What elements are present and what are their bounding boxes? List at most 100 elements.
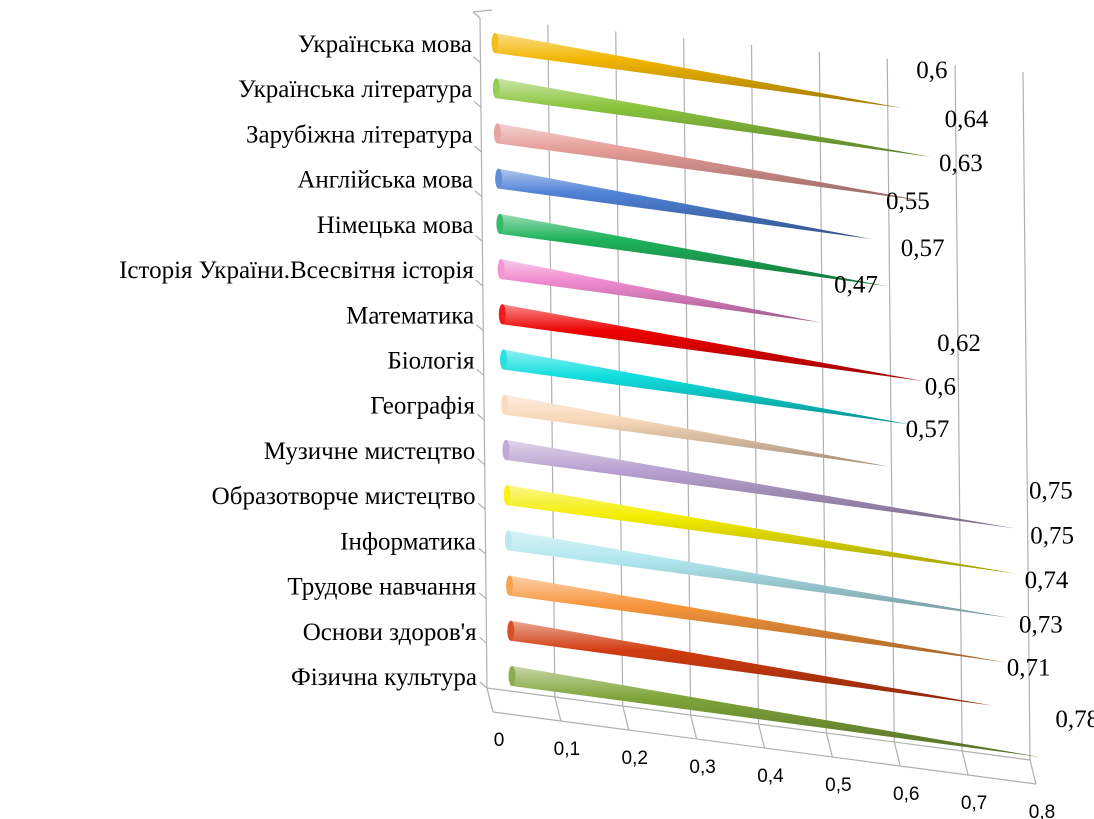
cone-base: [500, 349, 507, 370]
category-label: Математика: [346, 302, 474, 329]
category-depth-tick: [478, 592, 487, 600]
category-label: Німецька мова: [317, 212, 474, 239]
cone-series: [491, 33, 1042, 758]
value-label: 0,75: [1030, 523, 1074, 550]
category-depth-tick: [478, 547, 486, 555]
category-label: Інформатика: [340, 528, 476, 555]
x-tick-label: 0,2: [622, 748, 648, 769]
x-tick-label: 0,7: [961, 793, 987, 814]
value-label: 0,57: [906, 416, 950, 443]
wall-top-corner: [472, 9, 493, 13]
cone-bar: [503, 349, 911, 425]
cone-bar: [507, 485, 1017, 574]
category-depth-tick: [474, 145, 482, 153]
floor-tick: [825, 732, 833, 758]
category-depth-tick: [476, 368, 485, 376]
cone-bar: [508, 530, 1011, 618]
category-label: Фізична культура: [291, 664, 477, 691]
category-label: Українська література: [238, 76, 472, 103]
category-label: Образотворче мистецтво: [212, 483, 476, 510]
cone-bar: [504, 394, 892, 468]
floor-tick: [486, 687, 494, 713]
category-label: Зарубіжна література: [246, 121, 473, 148]
category-depth-tick: [477, 502, 486, 510]
cone-base: [507, 620, 515, 641]
cone-bar: [501, 259, 821, 323]
cone-base: [492, 78, 500, 99]
cone-bar: [498, 168, 872, 240]
cone-base: [501, 394, 509, 415]
value-label: 0,78: [1055, 706, 1094, 733]
gridline: [886, 58, 895, 743]
cone-bar: [496, 78, 931, 157]
cone-bar: [512, 666, 1042, 758]
category-depth-tick: [476, 413, 485, 421]
cone-bar: [509, 575, 1006, 663]
value-label: 0,74: [1025, 567, 1069, 594]
floor-back-edge: [486, 687, 1031, 761]
category-label: Англійська мова: [297, 167, 473, 194]
cone-bar: [497, 123, 926, 202]
value-label: 0,75: [1029, 477, 1073, 504]
value-label: 0,55: [886, 188, 930, 215]
gridline: [818, 51, 827, 734]
x-tick-label: 0,1: [554, 739, 580, 760]
floor-tick: [1029, 759, 1037, 785]
cone-base: [508, 666, 516, 686]
floor-tick: [757, 723, 766, 749]
cone-bar: [505, 439, 1015, 529]
x-tick-label: 0,6: [893, 784, 919, 805]
category-label: Історія України.Всесвітня історія: [119, 257, 474, 284]
category-depth-tick: [475, 324, 484, 332]
value-label: 0,47: [834, 271, 878, 298]
value-label: 0,57: [901, 235, 945, 262]
category-depth-tick: [474, 190, 483, 198]
category-label: Біологія: [387, 348, 475, 375]
gridline: [683, 38, 692, 716]
value-label: 0,6: [916, 57, 947, 84]
cone-base: [498, 304, 506, 325]
gridline: [1022, 71, 1031, 761]
category-depth-tick: [479, 681, 488, 689]
floor-tick: [690, 714, 698, 740]
value-label: 0,71: [1007, 655, 1051, 682]
gridline: [954, 65, 963, 752]
cone-base: [502, 439, 510, 460]
cone-base: [495, 168, 503, 189]
cone-base: [497, 259, 505, 280]
category-labels: Українська мова Українська література Зару…: [119, 31, 477, 691]
x-tick-label: 0,4: [757, 766, 784, 787]
floor-front-edge: [492, 711, 1037, 785]
value-labels: 0,6 0,64 0,63 0,55 0,57 0,47 0,62 0,6 0,57 0,75 0,…: [834, 57, 1094, 733]
cone-bar: [499, 213, 887, 287]
value-label: 0,64: [945, 106, 989, 133]
gridline: [750, 44, 760, 725]
floor-tick: [554, 696, 562, 722]
value-label: 0,73: [1019, 611, 1063, 638]
x-tick-label: 0,8: [1029, 802, 1055, 819]
x-axis-tick-labels: 0 0,1 0,2 0,3 0,4 0,5 0,6 0,7 0,8: [494, 730, 1056, 819]
cone-base: [493, 123, 501, 144]
chart-floor: [472, 9, 1037, 785]
floor-tick: [622, 705, 630, 731]
cone-base: [496, 213, 504, 234]
x-tick-label: 0: [494, 730, 505, 751]
category-label: Українська мова: [298, 31, 472, 58]
cone-base: [491, 33, 499, 53]
value-label: 0,6: [925, 374, 956, 401]
value-label: 0,62: [937, 330, 981, 357]
cone-base: [506, 575, 514, 596]
cone-bar: [495, 33, 903, 108]
value-label: 0,63: [939, 150, 983, 177]
x-tick-label: 0,5: [825, 775, 851, 796]
floor-tick: [961, 750, 969, 776]
cone-bar: [510, 620, 993, 706]
cone-base: [503, 485, 511, 506]
category-depth-tick: [477, 458, 486, 466]
cone-bar: [502, 304, 924, 382]
category-depth-tick: [479, 636, 487, 644]
category-label: Музичне мистецтво: [264, 438, 475, 465]
category-depth-tick: [473, 100, 482, 108]
category-depth-tick: [472, 11, 481, 19]
